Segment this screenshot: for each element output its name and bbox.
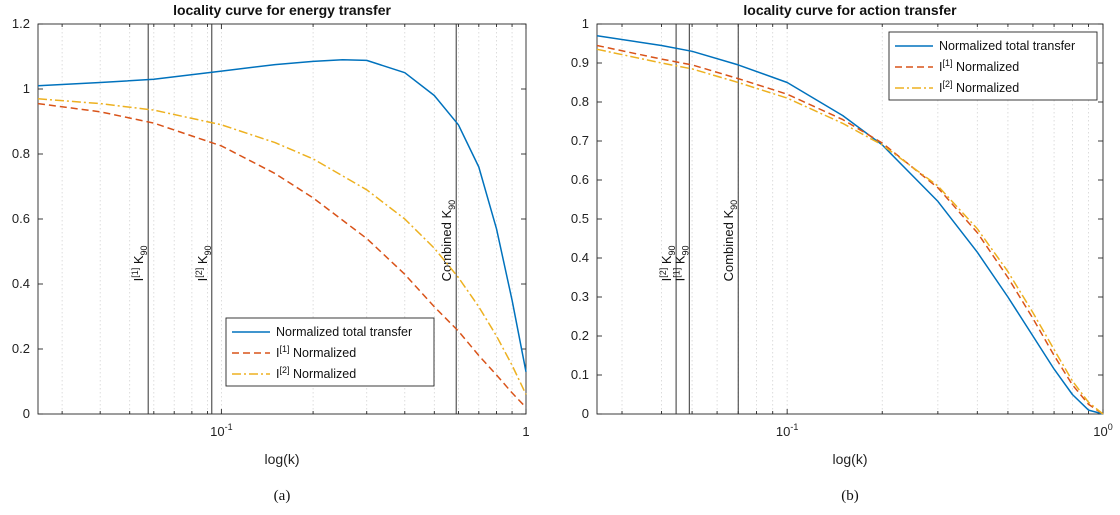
marker-label-text: Combined K bbox=[439, 210, 454, 282]
marker-label-text: I bbox=[659, 278, 674, 282]
legend-sup: [1] bbox=[942, 58, 952, 68]
legend-text: Normalized bbox=[290, 367, 357, 381]
legend-box bbox=[888, 31, 1098, 101]
y-tick-label: 0.2 bbox=[571, 328, 589, 343]
y-tick-label: 0 bbox=[582, 406, 589, 421]
series-line-2 bbox=[37, 98, 527, 395]
legend-text: I bbox=[939, 60, 942, 74]
y-tick-label: 0.1 bbox=[571, 367, 589, 382]
marker-label-sub: 90 bbox=[203, 245, 213, 255]
marker-label-text: I bbox=[672, 278, 687, 282]
x-tick-base: 10 bbox=[776, 424, 790, 439]
y-tick-label: 0 bbox=[23, 406, 30, 421]
marker-label-text: I bbox=[131, 278, 146, 282]
marker-label-text: K bbox=[672, 255, 687, 268]
legend-sup: [2] bbox=[942, 79, 952, 89]
series-line-0 bbox=[37, 58, 527, 372]
y-tick-label: 0.3 bbox=[571, 289, 589, 304]
y-tick-label: 0.7 bbox=[571, 133, 589, 148]
x-tick-exponent: -1 bbox=[790, 422, 798, 432]
y-tick-label: 0.6 bbox=[12, 211, 30, 226]
y-tick-label: 0.8 bbox=[571, 94, 589, 109]
x-tick-label: 10-1 bbox=[776, 422, 798, 439]
k90-marker-label: I[1] K90 bbox=[130, 245, 149, 281]
series-line-0 bbox=[596, 34, 1104, 415]
legend-box bbox=[225, 317, 435, 387]
k90-marker-label: I[2] K90 bbox=[658, 245, 677, 281]
marker-label-sub: 90 bbox=[680, 245, 690, 255]
series-line-1 bbox=[596, 44, 1104, 415]
legend-entry-0: Normalized total transfer bbox=[939, 39, 1075, 53]
legend-text: Normalized bbox=[953, 60, 1020, 74]
marker-label-sub: 90 bbox=[447, 200, 457, 210]
y-tick-label: 0.4 bbox=[571, 250, 589, 265]
marker-label-sub: 90 bbox=[667, 245, 677, 255]
k90-marker-label: I[2] K90 bbox=[194, 245, 213, 281]
legend-entry-1: I[1] Normalized bbox=[276, 344, 356, 360]
marker-label-text: K bbox=[195, 255, 210, 268]
marker-label-sup: [1] bbox=[130, 268, 140, 278]
x-axis-label: log(k) bbox=[264, 451, 299, 467]
marker-label-text: K bbox=[659, 255, 674, 268]
legend-entry-0: Normalized total transfer bbox=[276, 325, 412, 339]
x-tick-label: 100 bbox=[1093, 422, 1112, 439]
legend-entry-2: I[2] Normalized bbox=[276, 365, 356, 381]
legend-entry-2: I[2] Normalized bbox=[939, 79, 1019, 95]
legend-text: I bbox=[276, 367, 279, 381]
y-tick-label: 1 bbox=[23, 81, 30, 96]
x-tick-base: 10 bbox=[210, 424, 224, 439]
y-tick-label: 1 bbox=[582, 16, 589, 31]
legend-text: I bbox=[276, 346, 279, 360]
figure-caption: (a) bbox=[274, 488, 291, 504]
marker-label-text: K bbox=[131, 255, 146, 268]
marker-label-text: I bbox=[195, 278, 210, 282]
legend-entry-1: I[1] Normalized bbox=[939, 58, 1019, 74]
marker-label-sub: 90 bbox=[139, 245, 149, 255]
marker-label-text: Combined K bbox=[721, 210, 736, 282]
y-tick-label: 0.6 bbox=[571, 172, 589, 187]
legend-text: Normalized bbox=[953, 81, 1020, 95]
marker-label-sub: 90 bbox=[729, 200, 739, 210]
k90-marker-label: Combined K90 bbox=[721, 200, 739, 282]
series-line-2 bbox=[596, 48, 1104, 415]
y-tick-label: 0.2 bbox=[12, 341, 30, 356]
x-tick-exponent: -1 bbox=[225, 422, 233, 432]
x-tick-exponent: 0 bbox=[1108, 422, 1113, 432]
series-line-1 bbox=[37, 102, 527, 409]
legend-sup: [2] bbox=[279, 365, 289, 375]
x-tick-label: 1 bbox=[522, 424, 529, 439]
x-tick-label: 10-1 bbox=[210, 422, 232, 439]
y-tick-label: 0.5 bbox=[571, 211, 589, 226]
x-axis-label: log(k) bbox=[832, 451, 867, 467]
legend-sup: [1] bbox=[279, 344, 289, 354]
k90-marker-label: Combined K90 bbox=[439, 200, 457, 282]
y-tick-label: 0.4 bbox=[12, 276, 30, 291]
x-tick-base: 10 bbox=[1093, 424, 1107, 439]
y-tick-label: 1.2 bbox=[12, 16, 30, 31]
marker-label-sup: [2] bbox=[194, 268, 204, 278]
x-tick-base: 1 bbox=[522, 424, 529, 439]
figure-caption: (b) bbox=[841, 488, 859, 504]
chart-title: locality curve for action transfer bbox=[743, 2, 957, 18]
y-tick-label: 0.8 bbox=[12, 146, 30, 161]
legend-text: I bbox=[939, 81, 942, 95]
legend-text: Normalized bbox=[290, 346, 357, 360]
k90-marker-label: I[1] K90 bbox=[671, 245, 690, 281]
y-tick-label: 0.9 bbox=[571, 55, 589, 70]
marker-label-sup: [1] bbox=[671, 268, 681, 278]
chart-title: locality curve for energy transfer bbox=[173, 2, 391, 18]
marker-label-sup: [2] bbox=[658, 268, 668, 278]
